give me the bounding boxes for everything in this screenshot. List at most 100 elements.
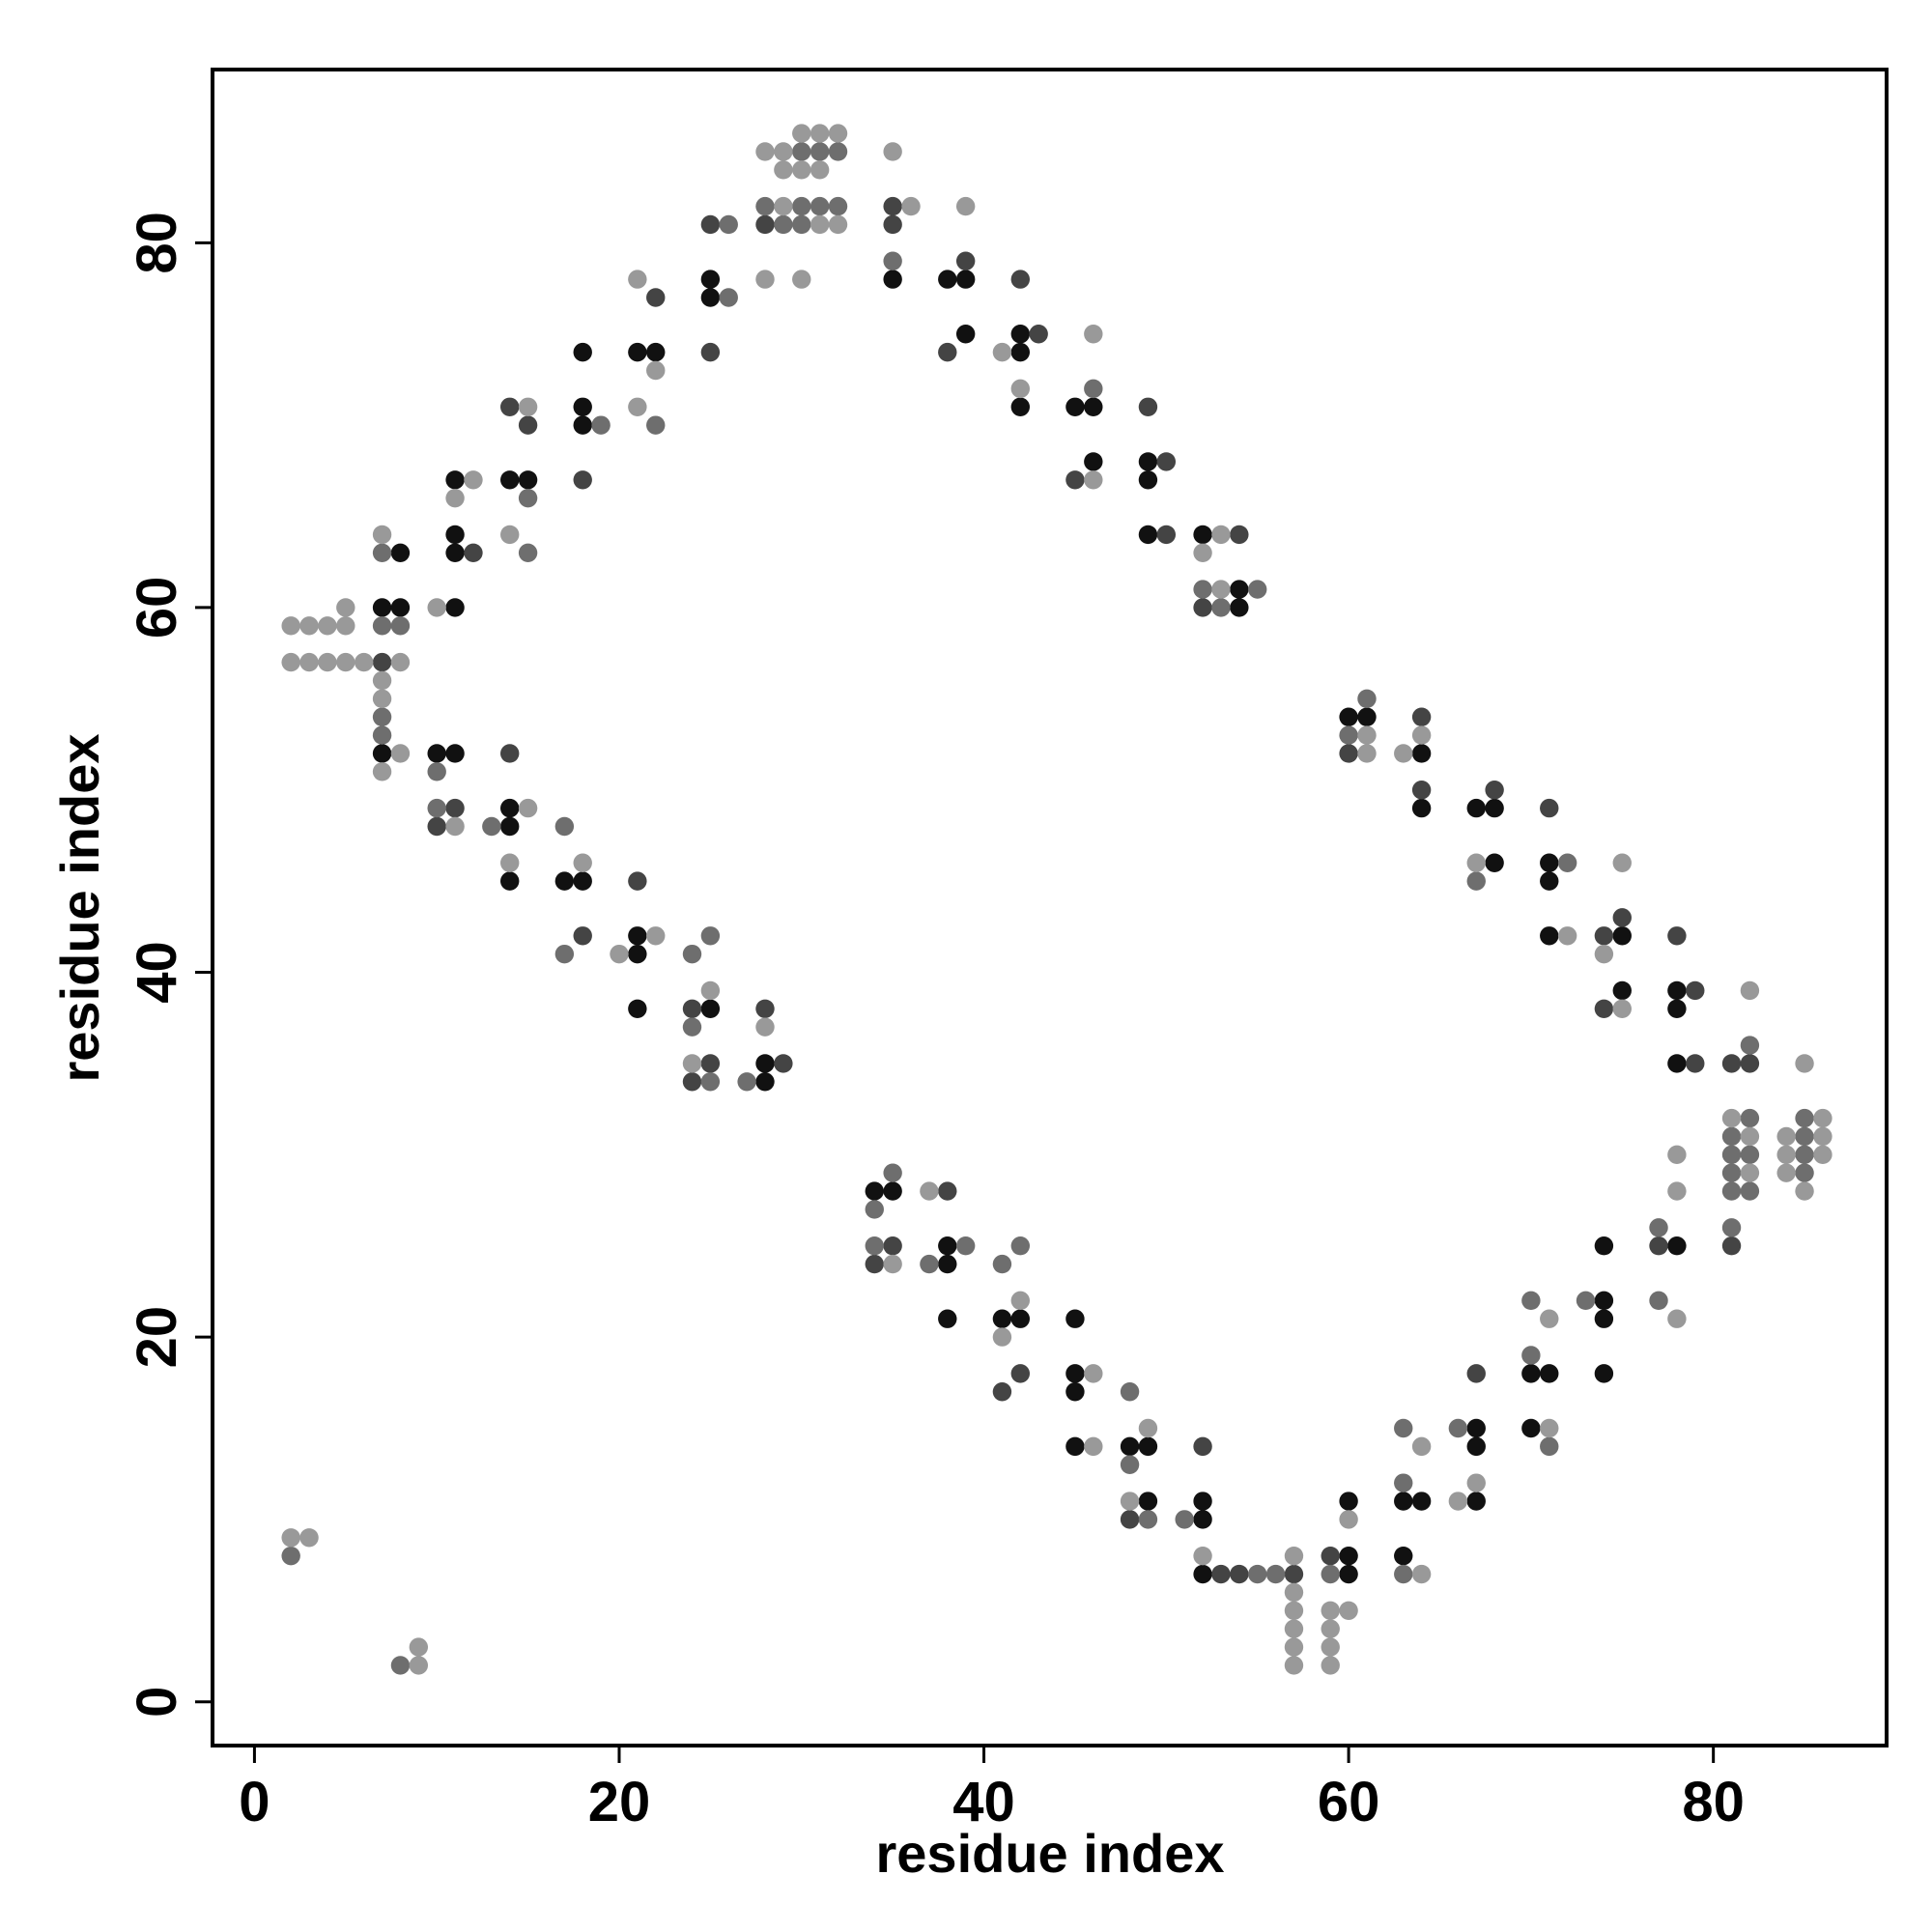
point [1521,1346,1541,1365]
y-tick-label: 80 [126,212,188,274]
point [1721,1126,1742,1147]
point [299,652,319,672]
point [1120,1492,1140,1511]
point [883,1236,902,1256]
x-tick-label: 80 [1682,1771,1745,1833]
point [755,1017,775,1037]
point [1394,1418,1413,1438]
point [755,1054,775,1073]
point [1339,1546,1358,1566]
point [1193,525,1212,545]
point [500,397,520,416]
point [1284,1582,1304,1603]
point [1776,1145,1796,1165]
point [372,707,392,726]
point [938,342,957,362]
point [1394,1564,1413,1584]
point [1193,580,1212,599]
point [992,1254,1012,1274]
point [554,871,575,891]
point [1230,598,1249,617]
point [1193,598,1212,617]
x-tick-label: 20 [588,1771,651,1833]
point [1612,853,1632,872]
point [1029,325,1048,344]
point [1466,1436,1486,1457]
point [1594,999,1614,1018]
point [938,1181,957,1201]
point [610,944,629,964]
point [828,214,848,235]
point [591,415,611,435]
point [1448,1492,1468,1511]
point [792,124,811,143]
point [1193,1436,1212,1457]
point [1394,1546,1413,1566]
point [1411,781,1432,800]
point [1065,470,1085,490]
point [518,798,538,818]
point [810,142,830,161]
y-tick-label: 0 [126,1687,188,1718]
point [1667,999,1687,1018]
point [500,853,520,872]
point [1649,1218,1668,1237]
point [719,214,738,235]
point [1612,926,1632,946]
point [445,543,465,562]
point [920,1181,939,1201]
point [646,926,666,946]
point [464,543,483,562]
point [1339,707,1358,726]
point [682,999,702,1018]
point [1211,1564,1231,1584]
point [792,142,811,161]
y-tick-label: 40 [126,941,188,1004]
point [1120,1455,1140,1474]
plot-frame [211,68,1889,1747]
point [573,926,592,946]
x-axis-label: residue index [875,1823,1224,1884]
point [390,543,411,562]
point [792,196,811,216]
point [336,652,355,672]
point [518,488,538,508]
point [1156,525,1177,545]
point [646,342,666,362]
point [755,999,775,1018]
point [1721,1108,1742,1128]
point [682,944,702,964]
point [427,744,446,763]
point [1795,1126,1814,1147]
point [682,1072,702,1092]
point [372,543,392,562]
point [1485,798,1504,818]
point [1776,1126,1796,1147]
point [1411,1564,1432,1584]
point [1010,342,1030,362]
point [1411,744,1432,763]
point [390,744,411,763]
point [518,470,538,490]
point [445,598,465,617]
point [828,124,848,143]
point [372,762,392,781]
point [1485,853,1504,872]
point [518,415,538,435]
point [700,342,721,362]
point [1357,707,1377,726]
point [573,415,592,435]
point [1649,1291,1668,1311]
point [1686,1054,1705,1073]
point [646,415,666,435]
point [1466,1418,1486,1438]
point [1594,1309,1614,1328]
point [445,488,465,508]
point [1321,1546,1340,1566]
point [774,214,793,235]
point [1230,580,1249,599]
point [445,470,465,490]
point [1540,1309,1559,1328]
point [1557,853,1577,872]
point [700,999,721,1018]
